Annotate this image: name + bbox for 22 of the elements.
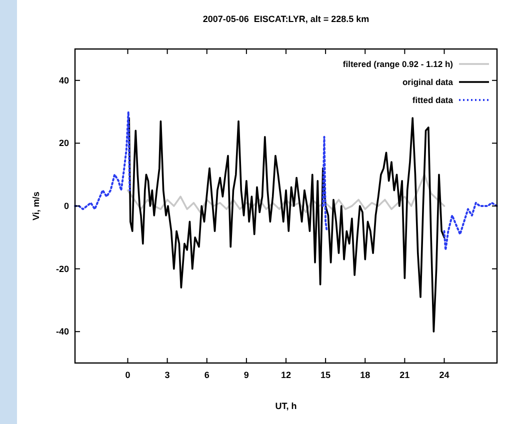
x-tick-label: 6 xyxy=(204,370,210,380)
y-tick-label: 20 xyxy=(58,138,69,148)
legend-label: fitted data xyxy=(412,95,454,105)
x-tick-label: 9 xyxy=(244,370,249,380)
y-tick-label: -40 xyxy=(56,326,69,337)
x-tick-label: 12 xyxy=(280,370,292,380)
x-tick-label: 3 xyxy=(164,370,170,380)
line-series xyxy=(128,117,446,332)
line-series xyxy=(126,174,446,214)
x-tick-label: 24 xyxy=(439,370,450,380)
chart-title: 2007-05-06 EISCAT:LYR, alt = 228.5 km xyxy=(202,14,370,24)
x-axis-title: UT, h xyxy=(275,401,297,411)
x-tick-label: 18 xyxy=(360,370,370,380)
x-tick-label: 21 xyxy=(400,370,410,380)
legend-label: filtered (range 0.92 - 1.12 h) xyxy=(342,59,454,69)
y-tick-label: 40 xyxy=(58,75,69,86)
x-tick-label: 15 xyxy=(320,370,331,380)
x-tick-label: 0 xyxy=(125,370,130,380)
y-tick-label: -20 xyxy=(56,264,69,274)
y-axis-title: Vi, m/s xyxy=(31,192,41,220)
y-tick-label: 0 xyxy=(64,201,69,211)
legend-label: original data xyxy=(402,77,454,87)
